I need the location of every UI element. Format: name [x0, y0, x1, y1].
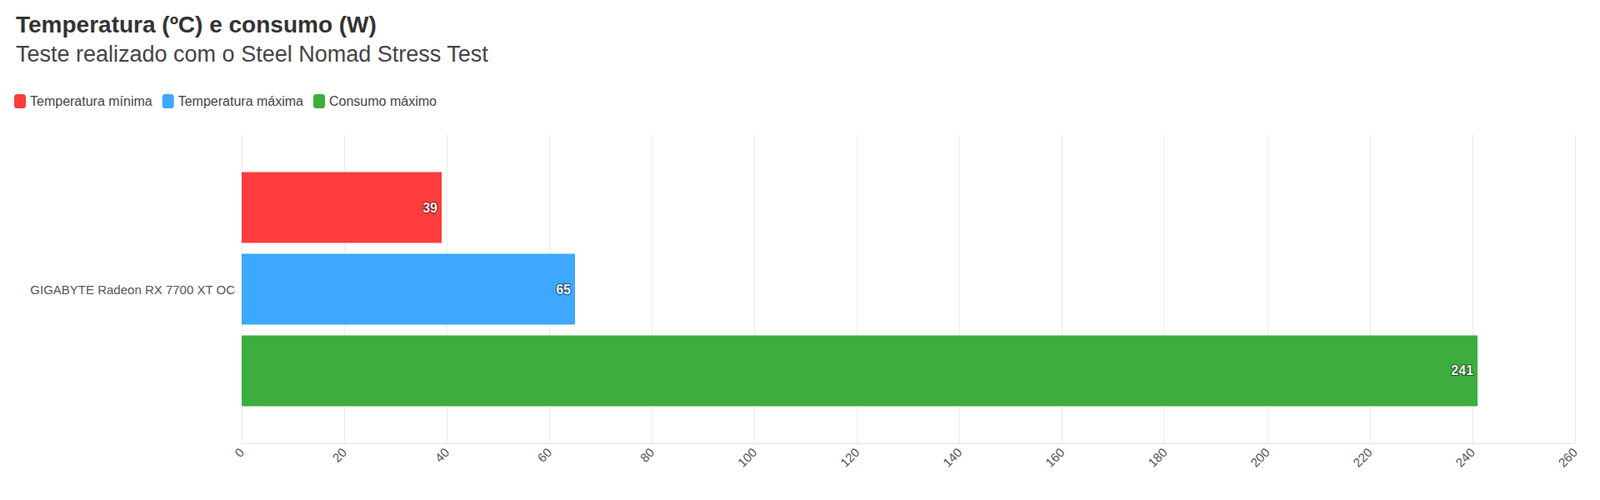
svg-text:Consumo máximo: Consumo máximo: [329, 94, 437, 109]
svg-text:260: 260: [1555, 445, 1580, 470]
svg-text:180: 180: [1145, 445, 1170, 470]
svg-text:120: 120: [837, 445, 863, 470]
svg-text:Temperatura máxima: Temperatura máxima: [178, 94, 304, 109]
svg-text:241: 241: [1450, 363, 1474, 378]
svg-text:0: 0: [231, 445, 247, 460]
svg-text:Temperatura mínima: Temperatura mínima: [30, 94, 153, 109]
svg-text:140: 140: [940, 445, 965, 470]
svg-text:20: 20: [329, 445, 350, 465]
svg-text:65: 65: [555, 282, 571, 297]
svg-text:160: 160: [1042, 445, 1068, 470]
svg-text:Temperatura (ºC) e consumo (W): Temperatura (ºC) e consumo (W): [15, 11, 377, 38]
svg-text:GIGABYTE Radeon RX 7700 XT OC: GIGABYTE Radeon RX 7700 XT OC: [30, 282, 235, 297]
svg-text:Teste realizado com o Steel No: Teste realizado com o Steel Nomad Stress…: [15, 41, 489, 67]
svg-text:220: 220: [1350, 445, 1375, 470]
svg-text:60: 60: [534, 445, 555, 465]
svg-text:240: 240: [1452, 445, 1478, 470]
svg-text:100: 100: [735, 445, 760, 470]
svg-text:80: 80: [637, 445, 658, 465]
svg-text:40: 40: [431, 445, 452, 465]
svg-text:39: 39: [422, 200, 438, 215]
svg-text:200: 200: [1247, 445, 1273, 470]
